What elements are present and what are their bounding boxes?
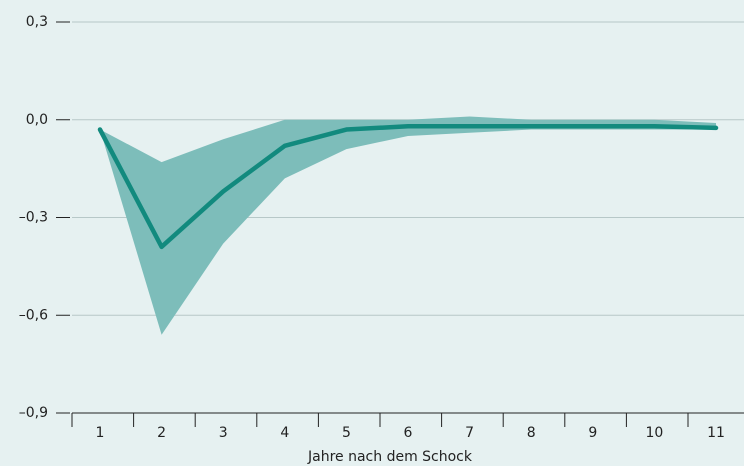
- x-tick-label: 6: [404, 425, 413, 441]
- y-tick-label: –0,9: [19, 405, 48, 421]
- x-tick-label: 5: [342, 425, 351, 441]
- x-tick-label: 2: [157, 425, 166, 441]
- x-tick-label: 10: [645, 425, 663, 441]
- y-tick-label: –0,3: [19, 210, 48, 226]
- x-tick-label: 4: [280, 425, 289, 441]
- x-tick-label: 1: [96, 425, 105, 441]
- x-tick-label: 7: [465, 425, 474, 441]
- y-tick-label: –0,6: [19, 307, 48, 323]
- x-tick-label: 11: [707, 425, 725, 441]
- y-tick-label: 0,3: [26, 14, 48, 30]
- x-axis-title: Jahre nach dem Schock: [307, 449, 473, 465]
- x-tick-label: 3: [219, 425, 228, 441]
- x-tick-label: 9: [588, 425, 597, 441]
- y-tick-label: 0,0: [26, 112, 48, 128]
- x-tick-label: 8: [527, 425, 536, 441]
- confidence-band: [100, 116, 716, 335]
- line: [97, 124, 719, 250]
